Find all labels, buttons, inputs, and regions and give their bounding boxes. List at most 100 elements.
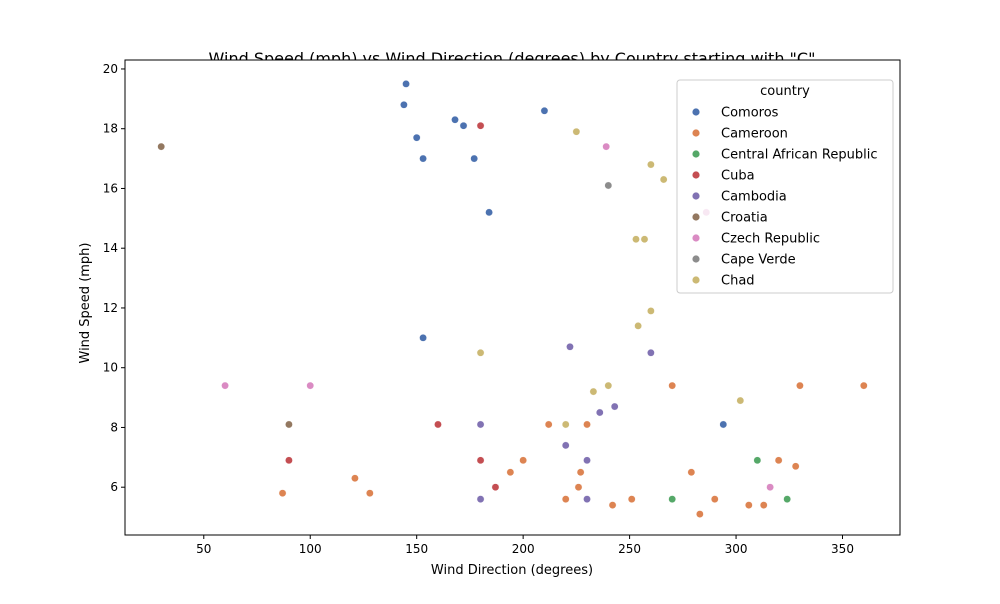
y-tick-label: 8 <box>110 420 118 434</box>
point-cameroon <box>792 463 799 470</box>
point-czech-republic <box>767 484 774 491</box>
y-tick-label: 18 <box>103 122 118 136</box>
y-tick-label: 20 <box>103 62 118 76</box>
y-axis-ticks: 6 8 10 12 14 16 18 20 <box>103 62 125 494</box>
legend-label-croatia: Croatia <box>721 211 768 226</box>
point-central-african-republic <box>754 457 761 464</box>
point-cameroon <box>575 484 582 491</box>
legend-label-cameroon: Cameroon <box>721 127 788 142</box>
point-cambodia <box>583 457 590 464</box>
point-cuba <box>477 122 484 129</box>
point-central-african-republic <box>784 496 791 503</box>
legend-marker-cameroon <box>692 129 699 136</box>
y-tick-label: 10 <box>103 361 118 375</box>
x-tick-label: 50 <box>196 542 211 556</box>
point-cameroon <box>609 502 616 509</box>
point-cameroon <box>366 490 373 497</box>
point-cape-verde <box>605 182 612 189</box>
legend-label-cambodia: Cambodia <box>721 190 787 205</box>
point-czech-republic <box>307 382 314 389</box>
point-cambodia <box>611 403 618 410</box>
point-comoros <box>471 155 478 162</box>
x-tick-label: 150 <box>405 542 428 556</box>
point-comoros <box>485 209 492 216</box>
point-croatia <box>285 421 292 428</box>
point-cameroon <box>669 382 676 389</box>
point-comoros <box>419 334 426 341</box>
y-axis-label: Wind Speed (mph) <box>78 243 93 364</box>
legend: country Comoros Cameroon Central African R… <box>677 80 893 293</box>
legend-label-central-african-republic: Central African Republic <box>721 148 877 163</box>
point-cameroon <box>279 490 286 497</box>
y-tick-label: 12 <box>103 301 118 315</box>
point-chad <box>605 382 612 389</box>
point-cameroon <box>796 382 803 389</box>
point-czech-republic <box>221 382 228 389</box>
point-cambodia <box>477 496 484 503</box>
point-croatia <box>158 143 165 150</box>
point-cameroon <box>351 475 358 482</box>
point-comoros <box>460 122 467 129</box>
point-cameroon <box>860 382 867 389</box>
legend-marker-central-african-republic <box>692 150 699 157</box>
x-axis-ticks: 50 100 150 200 250 300 350 <box>196 535 854 556</box>
x-tick-label: 100 <box>299 542 322 556</box>
point-cambodia <box>566 343 573 350</box>
point-cameroon <box>545 421 552 428</box>
y-tick-label: 6 <box>110 480 118 494</box>
point-cameroon <box>520 457 527 464</box>
point-comoros <box>541 107 548 114</box>
point-chad <box>573 128 580 135</box>
point-central-african-republic <box>669 496 676 503</box>
legend-label-comoros: Comoros <box>721 106 779 121</box>
point-cameroon <box>696 510 703 517</box>
point-cameroon <box>577 469 584 476</box>
point-chad <box>590 388 597 395</box>
point-chad <box>632 236 639 243</box>
point-cameroon <box>583 421 590 428</box>
legend-label-cape-verde: Cape Verde <box>721 253 796 268</box>
point-comoros <box>413 134 420 141</box>
legend-label-chad: Chad <box>721 274 755 289</box>
point-comoros <box>400 101 407 108</box>
point-cuba <box>477 457 484 464</box>
point-cameroon <box>628 496 635 503</box>
point-comoros <box>451 116 458 123</box>
legend-marker-cambodia <box>692 192 699 199</box>
x-axis-label: Wind Direction (degrees) <box>431 563 593 578</box>
legend-marker-croatia <box>692 213 699 220</box>
point-cameroon <box>562 496 569 503</box>
point-chad <box>647 161 654 168</box>
point-cameroon <box>745 502 752 509</box>
y-tick-label: 16 <box>103 181 118 195</box>
x-tick-label: 250 <box>618 542 641 556</box>
point-cameroon <box>760 502 767 509</box>
point-chad <box>737 397 744 404</box>
legend-label-czech-republic: Czech Republic <box>721 232 820 247</box>
legend-marker-chad <box>692 276 699 283</box>
x-tick-label: 300 <box>725 542 748 556</box>
point-chad <box>660 176 667 183</box>
point-cameroon <box>507 469 514 476</box>
legend-marker-czech-republic <box>692 234 699 241</box>
legend-marker-cape-verde <box>692 255 699 262</box>
point-cambodia <box>562 442 569 449</box>
point-cambodia <box>477 421 484 428</box>
point-comoros <box>720 421 727 428</box>
legend-marker-cuba <box>692 171 699 178</box>
point-cameroon <box>688 469 695 476</box>
x-tick-label: 350 <box>831 542 854 556</box>
point-comoros <box>419 155 426 162</box>
point-cambodia <box>647 349 654 356</box>
point-chad <box>635 322 642 329</box>
point-cuba <box>285 457 292 464</box>
point-czech-republic <box>603 143 610 150</box>
legend-title: country <box>760 84 810 99</box>
point-chad <box>562 421 569 428</box>
point-cambodia <box>596 409 603 416</box>
point-chad <box>477 349 484 356</box>
x-tick-label: 200 <box>512 542 535 556</box>
legend-marker-comoros <box>692 108 699 115</box>
